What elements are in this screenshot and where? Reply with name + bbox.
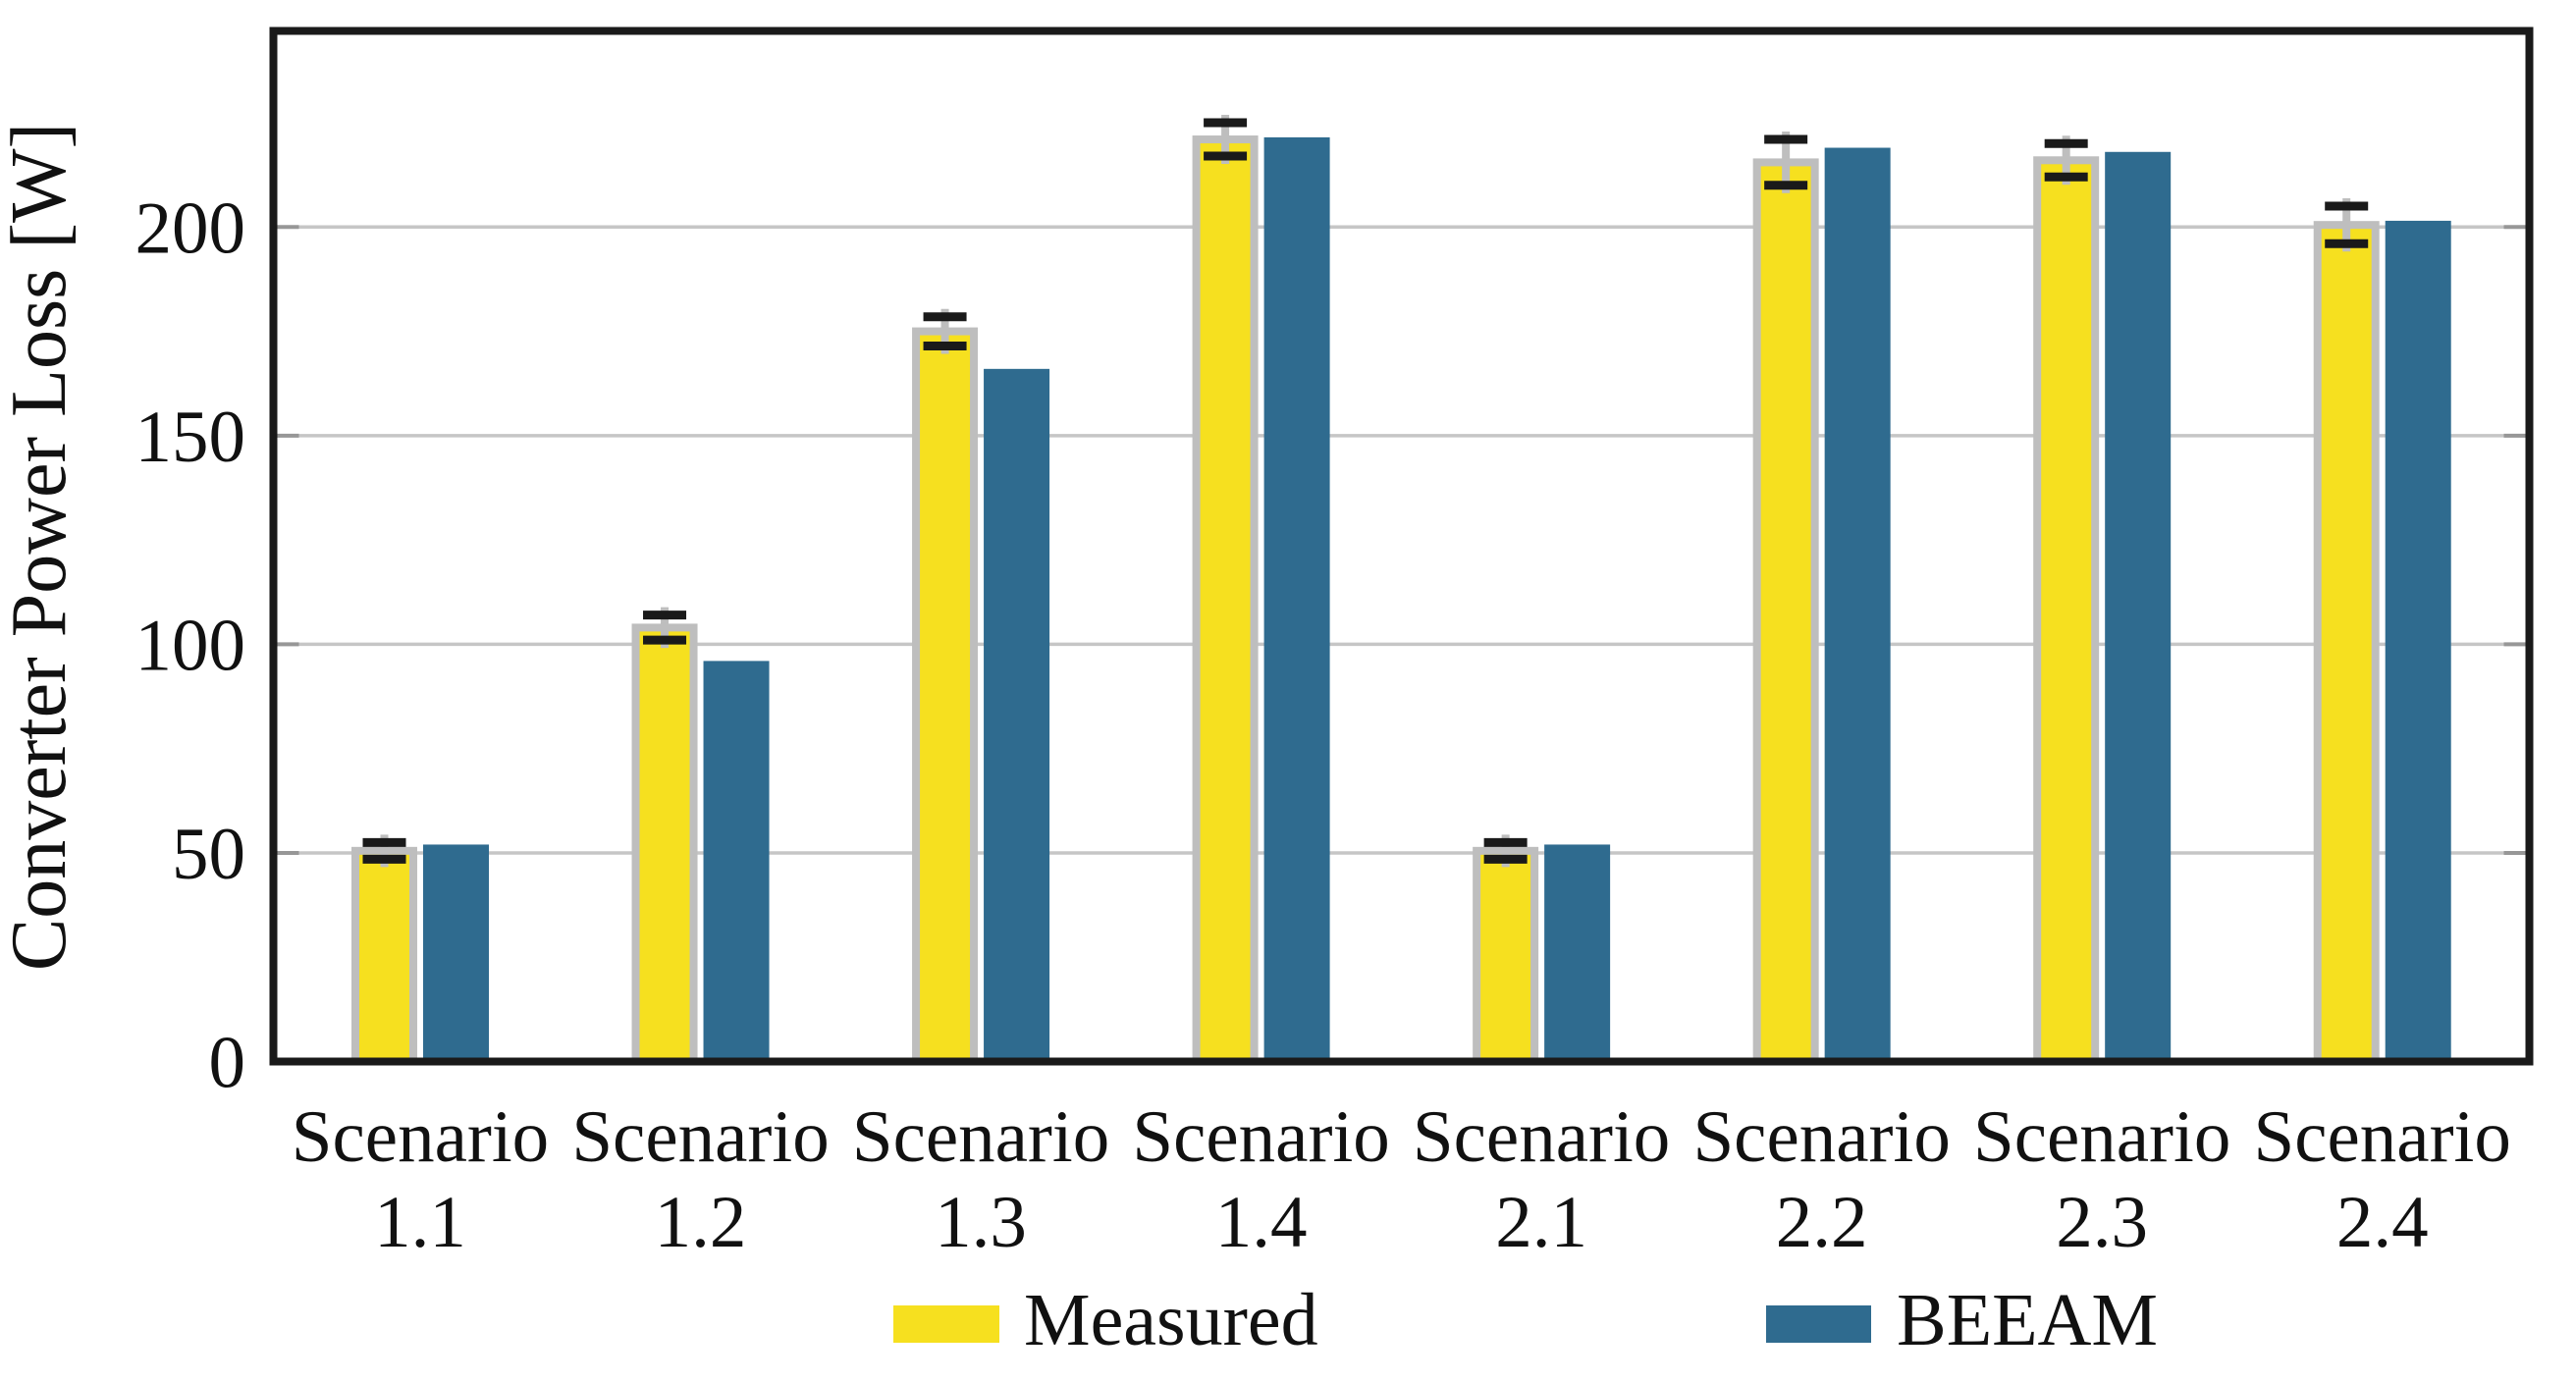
x-tick-label-line1: Scenario (1973, 1096, 2230, 1178)
x-tick-label-line2: 1.4 (1215, 1182, 1308, 1263)
x-tick-label-line1: Scenario (2254, 1096, 2511, 1178)
x-tick-label-line1: Scenario (1132, 1096, 1389, 1178)
x-tick-label-line2: 2.1 (1495, 1182, 1587, 1263)
bar-beeam (1263, 136, 1330, 1062)
axes-frame (269, 27, 2534, 1066)
x-tick-label-line2: 2.3 (2056, 1182, 2148, 1263)
x-tick-label-line1: Scenario (852, 1096, 1109, 1178)
x-tick-label-line2: 1.2 (655, 1182, 747, 1263)
bar-measured (351, 846, 417, 1066)
bar-measured (631, 623, 698, 1066)
x-tick-label-line1: Scenario (1413, 1096, 1670, 1178)
x-tick-label-line2: 2.2 (1776, 1182, 1868, 1263)
y-tick-label: 150 (135, 397, 246, 478)
x-tick-label-line1: Scenario (292, 1096, 549, 1178)
bar-beeam (703, 661, 770, 1062)
bar-measured (1473, 846, 1539, 1066)
bar-beeam (1544, 844, 1611, 1062)
y-tick-label: 50 (172, 814, 245, 895)
bar-measured (1192, 135, 1259, 1066)
bar-measured (2313, 221, 2380, 1066)
x-tick-label-line2: 1.3 (935, 1182, 1027, 1263)
x-tick-label-line1: Scenario (1692, 1096, 1950, 1178)
bar-beeam (423, 844, 489, 1062)
legend-swatch-beeam (1766, 1305, 1871, 1343)
y-axis-title: Converter Power Loss [W] (0, 123, 82, 971)
bar-measured (1752, 158, 1819, 1066)
x-tick-label-line1: Scenario (571, 1096, 829, 1178)
legend: Measured BEEAM (893, 1279, 2158, 1361)
x-tick-label-line2: 1.1 (374, 1182, 466, 1263)
bar-beeam (1824, 147, 1891, 1062)
bar-beeam (2105, 151, 2172, 1062)
bar-measured (912, 327, 979, 1066)
y-tick-label: 0 (209, 1023, 246, 1104)
y-tick-label: 100 (135, 605, 246, 686)
bar-measured (2033, 156, 2100, 1066)
bar-beeam (2385, 220, 2451, 1062)
legend-label-measured: Measured (1024, 1279, 1318, 1361)
x-tick-label-line2: 2.4 (2336, 1182, 2429, 1263)
legend-label-beeam: BEEAM (1897, 1279, 2158, 1361)
legend-swatch-measured (893, 1305, 999, 1343)
plot-area: Scenario1.1Scenario1.2Scenario1.3Scenari… (135, 27, 2534, 1263)
bar-beeam (984, 368, 1050, 1062)
y-tick-label: 200 (135, 187, 246, 269)
